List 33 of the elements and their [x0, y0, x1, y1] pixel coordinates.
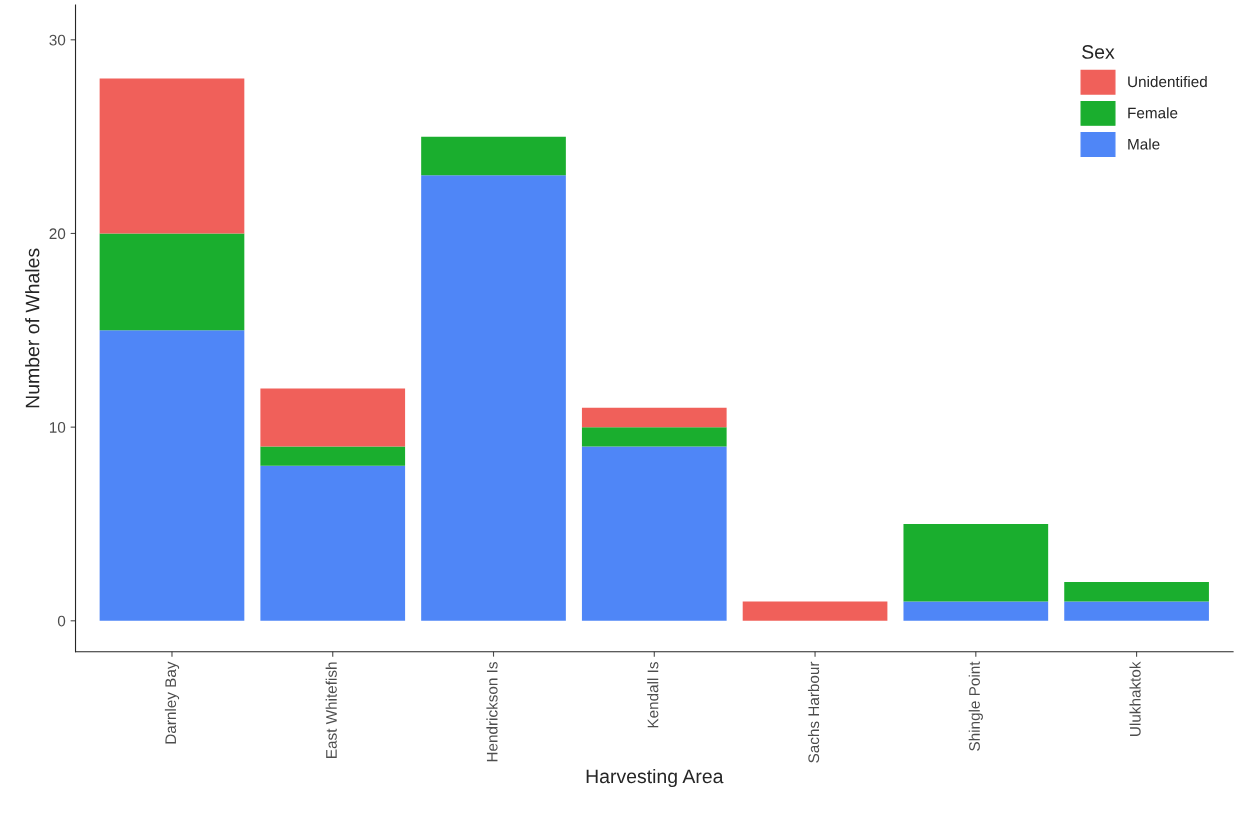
y-axis-title: Number of Whales [25, 248, 40, 408]
x-tick-label: Kendall Is [647, 662, 659, 728]
legend-label: Female [1128, 107, 1178, 119]
bar [99, 233, 245, 331]
legend-label: Unidentified [1128, 75, 1207, 88]
bar [421, 136, 566, 176]
bar [581, 407, 727, 428]
legend-label: Male [1128, 138, 1160, 150]
x-axis-title: Harvesting Area [586, 768, 724, 788]
x-tick-label: Sachs Harbour [807, 661, 820, 763]
bar [260, 446, 406, 466]
y-tick-label: 30 [49, 34, 66, 46]
bar [260, 465, 406, 621]
bar [421, 175, 566, 621]
bar [99, 330, 245, 621]
y-tick-label: 0 [57, 615, 66, 627]
x-tick-label: Hendrickson Is [486, 662, 498, 762]
bar [99, 78, 245, 234]
bar [903, 523, 1049, 602]
x-tick-label: Darnley Bay [164, 661, 180, 744]
bar [581, 446, 727, 621]
bar [742, 601, 888, 621]
bar [1064, 601, 1209, 621]
legend-title: Sex [1082, 45, 1115, 59]
y-tick-label: 10 [49, 422, 66, 433]
bar [260, 388, 406, 447]
x-tick-label: Shingle Point [968, 661, 983, 751]
x-tick-label: East Whitefish [325, 662, 337, 758]
bar [1064, 582, 1209, 602]
bar [903, 601, 1049, 621]
x-tick-label: Ulukhaktok [1129, 661, 1141, 736]
y-tick-label: 20 [49, 228, 66, 240]
bar [581, 427, 727, 447]
